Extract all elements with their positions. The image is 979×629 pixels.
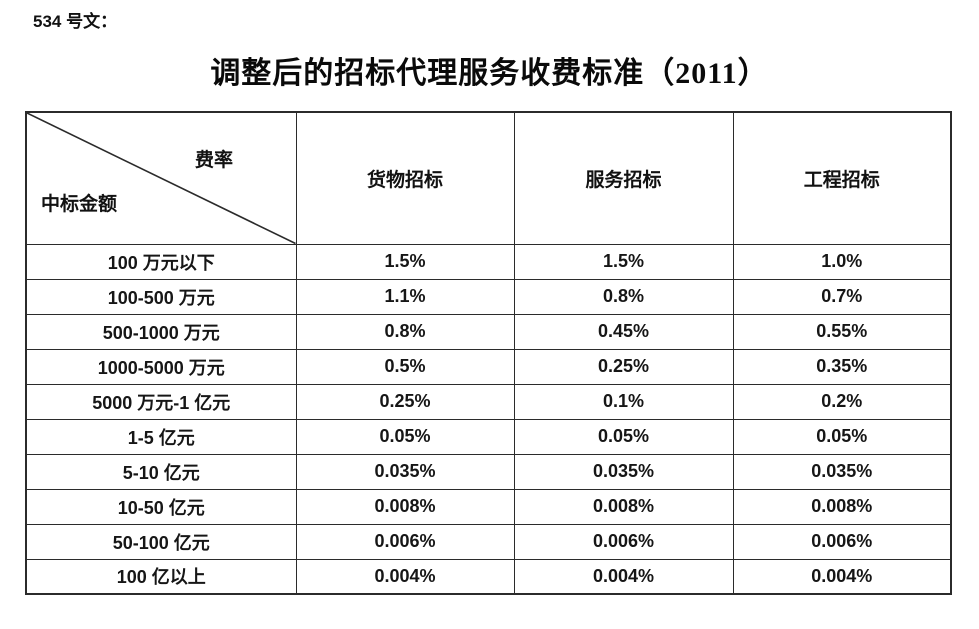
table-row: 50-100 亿元 0.006% 0.006% 0.006%: [25, 523, 952, 560]
rate-cell: 0.35%: [732, 348, 952, 385]
rate-cell: 0.7%: [732, 278, 952, 315]
table-row: 100 亿以上 0.004% 0.004% 0.004%: [25, 558, 952, 595]
table-row: 500-1000 万元 0.8% 0.45% 0.55%: [25, 313, 952, 350]
rate-cell: 0.8%: [295, 313, 515, 350]
rate-cell: 0.1%: [513, 383, 734, 420]
rate-cell: 1.0%: [732, 243, 952, 280]
rate-cell: 0.035%: [295, 453, 515, 490]
rate-cell: 0.45%: [513, 313, 734, 350]
rate-cell: 0.004%: [513, 558, 734, 595]
row-label: 500-1000 万元: [25, 313, 297, 350]
rate-cell: 0.8%: [513, 278, 734, 315]
rate-cell: 0.035%: [513, 453, 734, 490]
diagonal-corner-cell: 费率 中标金额: [25, 111, 297, 245]
rate-cell: 0.2%: [732, 383, 952, 420]
row-label: 1000-5000 万元: [25, 348, 297, 385]
corner-label-bid-amount: 中标金额: [41, 194, 118, 215]
corner-label-fee-rate: 费率: [195, 150, 234, 171]
rate-cell: 0.006%: [732, 523, 952, 560]
rate-cell: 0.05%: [513, 418, 734, 455]
doc-number-label: 534 号文：: [33, 12, 118, 31]
row-label: 100 亿以上: [25, 558, 297, 595]
row-label: 1-5 亿元: [25, 418, 297, 455]
row-label: 5-10 亿元: [25, 453, 297, 490]
rate-cell: 0.5%: [295, 348, 515, 385]
rate-cell: 1.5%: [295, 243, 515, 280]
diagonal-line: [27, 113, 296, 244]
table-row: 10-50 亿元 0.008% 0.008% 0.008%: [25, 488, 952, 525]
table-row: 1-5 亿元 0.05% 0.05% 0.05%: [25, 418, 952, 455]
rate-cell: 0.008%: [513, 488, 734, 525]
rate-cell: 1.1%: [295, 278, 515, 315]
table-row: 5-10 亿元 0.035% 0.035% 0.035%: [25, 453, 952, 490]
table-row: 1000-5000 万元 0.5% 0.25% 0.35%: [25, 348, 952, 385]
row-label: 10-50 亿元: [25, 488, 297, 525]
rate-cell: 0.006%: [295, 523, 515, 560]
column-header-engineering-bidding: 工程招标: [732, 111, 952, 245]
row-label: 50-100 亿元: [25, 523, 297, 560]
rate-cell: 0.05%: [732, 418, 952, 455]
row-label: 100-500 万元: [25, 278, 297, 315]
rate-cell: 0.008%: [295, 488, 515, 525]
table-row: 100 万元以下 1.5% 1.5% 1.0%: [25, 243, 952, 280]
rate-cell: 0.004%: [732, 558, 952, 595]
rate-cell: 1.5%: [513, 243, 734, 280]
header-row: 费率 中标金额 货物招标 服务招标 工程招标: [25, 111, 952, 245]
row-label: 5000 万元-1 亿元: [25, 383, 297, 420]
table-row: 5000 万元-1 亿元 0.25% 0.1% 0.2%: [25, 383, 952, 420]
table-row: 100-500 万元 1.1% 0.8% 0.7%: [25, 278, 952, 315]
rate-cell: 0.006%: [513, 523, 734, 560]
rate-cell: 0.004%: [295, 558, 515, 595]
page-title: 调整后的招标代理服务收费标准（2011）: [210, 57, 769, 90]
rate-cell: 0.008%: [732, 488, 952, 525]
row-label: 100 万元以下: [25, 243, 297, 280]
rate-cell: 0.25%: [513, 348, 734, 385]
rate-cell: 0.035%: [732, 453, 952, 490]
column-header-service-bidding: 服务招标: [513, 111, 734, 245]
rate-cell: 0.55%: [732, 313, 952, 350]
rate-cell: 0.25%: [295, 383, 515, 420]
rate-cell: 0.05%: [295, 418, 515, 455]
column-header-goods-bidding: 货物招标: [295, 111, 515, 245]
fee-rate-table: 费率 中标金额 货物招标 服务招标 工程招标 100 万元以下 1.5% 1.5…: [25, 111, 952, 595]
